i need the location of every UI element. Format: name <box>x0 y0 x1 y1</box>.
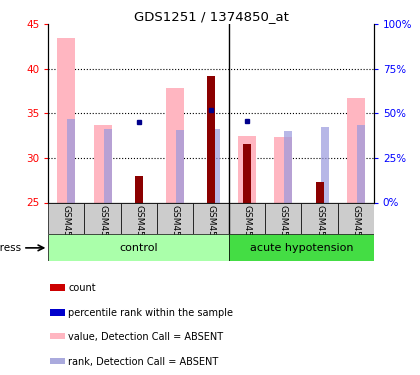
Bar <box>166 88 184 202</box>
Text: control: control <box>119 243 158 253</box>
Bar <box>104 129 112 203</box>
Text: GSM45193: GSM45193 <box>207 205 215 254</box>
Bar <box>302 202 338 234</box>
Bar <box>121 202 157 234</box>
Bar <box>48 234 229 261</box>
Bar <box>50 309 66 316</box>
Bar <box>50 285 66 291</box>
Title: GDS1251 / 1374850_at: GDS1251 / 1374850_at <box>134 10 289 23</box>
Text: GSM45184: GSM45184 <box>62 205 71 254</box>
Bar <box>50 333 66 339</box>
Bar <box>229 234 374 261</box>
Bar <box>357 125 365 202</box>
Bar <box>284 131 292 203</box>
Bar <box>315 182 323 203</box>
Bar <box>50 358 66 364</box>
Text: rank, Detection Call = ABSENT: rank, Detection Call = ABSENT <box>68 357 218 367</box>
Text: GSM45190: GSM45190 <box>279 205 288 254</box>
Bar <box>48 202 84 234</box>
Bar <box>229 202 265 234</box>
Bar <box>265 202 302 234</box>
Bar <box>207 76 215 202</box>
Text: GSM45188: GSM45188 <box>243 205 252 254</box>
Bar <box>176 130 184 203</box>
Bar <box>346 98 365 202</box>
Text: value, Detection Call = ABSENT: value, Detection Call = ABSENT <box>68 332 223 342</box>
Text: count: count <box>68 283 96 293</box>
Bar <box>157 202 193 234</box>
Bar <box>238 136 256 202</box>
Bar <box>94 125 112 202</box>
Bar <box>84 202 121 234</box>
Text: acute hypotension: acute hypotension <box>250 243 353 253</box>
Bar <box>338 202 374 234</box>
Bar <box>68 119 76 202</box>
Text: GSM45192: GSM45192 <box>351 205 360 254</box>
Text: GSM45189: GSM45189 <box>171 205 179 254</box>
Text: GSM45191: GSM45191 <box>315 205 324 254</box>
Text: percentile rank within the sample: percentile rank within the sample <box>68 308 233 318</box>
Bar <box>243 144 251 202</box>
Bar <box>58 38 76 203</box>
Text: GSM45187: GSM45187 <box>134 205 143 254</box>
Bar <box>135 176 143 203</box>
Text: stress: stress <box>0 243 21 253</box>
Bar <box>274 136 292 202</box>
Bar <box>212 129 220 202</box>
Text: GSM45186: GSM45186 <box>98 205 107 254</box>
Bar <box>320 127 328 202</box>
Bar <box>193 202 229 234</box>
